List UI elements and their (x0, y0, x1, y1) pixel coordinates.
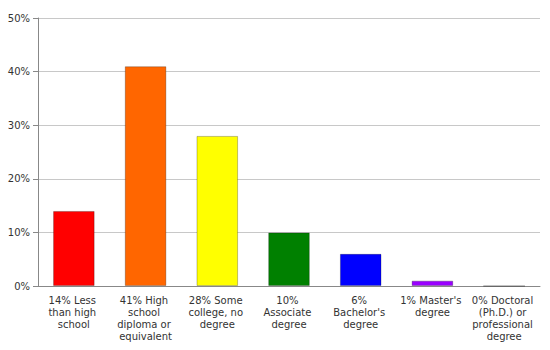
svg-text:diploma or: diploma or (117, 319, 174, 330)
svg-text:degree: degree (200, 319, 235, 330)
svg-text:school: school (128, 307, 163, 318)
svg-text:0% Doctoral: 0% Doctoral (472, 295, 537, 306)
svg-text:professional: professional (472, 319, 536, 330)
svg-text:school: school (58, 319, 90, 330)
svg-text:14% Less: 14% Less (49, 295, 100, 306)
svg-text:college, no: college, no (188, 307, 246, 318)
svg-text:degree: degree (271, 319, 306, 330)
svg-text:41% High: 41% High (120, 295, 172, 306)
svg-text:(Ph.D.) or: (Ph.D.) or (479, 307, 530, 318)
svg-text:degree: degree (343, 319, 378, 330)
svg-text:50%: 50% (8, 13, 30, 24)
svg-text:Bachelor's: Bachelor's (333, 307, 388, 318)
svg-text:20%: 20% (8, 173, 30, 184)
svg-text:40%: 40% (8, 66, 30, 77)
svg-text:30%: 30% (8, 120, 30, 131)
svg-text:1% Master's: 1% Master's (400, 295, 464, 306)
svg-text:Associate: Associate (263, 307, 314, 318)
svg-text:than high: than high (48, 307, 99, 318)
svg-text:10%: 10% (8, 227, 30, 238)
svg-text:0%: 0% (14, 281, 30, 292)
svg-text:equivalent: equivalent (119, 331, 172, 342)
svg-text:6%: 6% (351, 295, 370, 306)
svg-text:28% Some: 28% Some (189, 295, 246, 306)
svg-text:degree: degree (487, 331, 522, 342)
svg-text:degree: degree (415, 307, 450, 318)
svg-text:10%: 10% (276, 295, 301, 306)
